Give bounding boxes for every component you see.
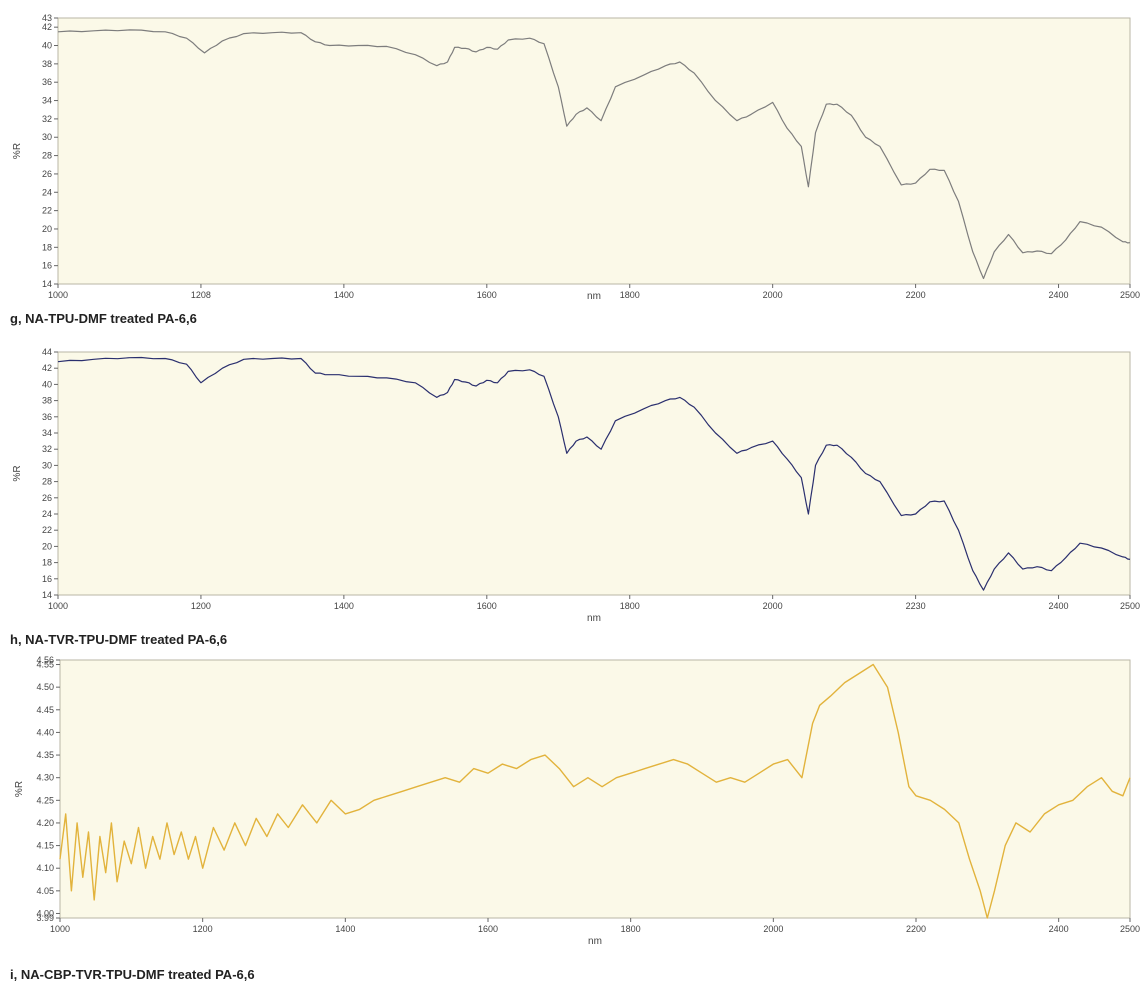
chart-i-svg: 3.994.00 4.05 4.10 4.15 4.20 4.25 4.30 4.35 4.40…	[14, 655, 1140, 947]
chart-g-y-tick-label: 22	[42, 206, 52, 216]
chart-i-x-tick-label: 2400	[1049, 924, 1069, 934]
chart-h-caption: h, NA-TVR-TPU-DMF treated PA-6,6	[10, 632, 228, 647]
chart-i-y-tick-label: 4.50	[36, 682, 54, 692]
chart-h-x-tick-label: 2230	[906, 601, 926, 611]
chart-g-y-tick-label: 26	[42, 169, 52, 179]
chart-g-x-axis-title: nm	[587, 291, 601, 302]
chart-g-x-tick-label: 2500	[1120, 290, 1140, 300]
chart-i-x-tick-label: 2500	[1120, 924, 1140, 934]
chart-g-x-tick-label: 2400	[1049, 290, 1069, 300]
chart-i-x-axis-title: nm	[588, 936, 602, 947]
chart-h-y-tick-label: 34	[42, 428, 52, 438]
chart-g-y-tick-label: 34	[42, 96, 52, 106]
chart-h-x-tick-label: 2500	[1120, 601, 1140, 611]
chart-i-y-tick-label: 4.00	[36, 908, 54, 918]
chart-h-y-tick-label: 44	[42, 347, 52, 357]
chart-h-y-tick-label: 22	[42, 525, 52, 535]
chart-g-x-tick-label: 1000	[48, 290, 68, 300]
chart-h-y-tick-label: 26	[42, 493, 52, 503]
chart-h-y-tick-label: 32	[42, 444, 52, 454]
chart-i-y-tick-label: 4.05	[36, 886, 54, 896]
chart-h-y-axis-title: %R	[12, 465, 23, 481]
chart-i-caption: i, NA-CBP-TVR-TPU-DMF treated PA-6,6	[10, 967, 255, 982]
chart-h-x-tick-label: 1400	[334, 601, 354, 611]
chart-i-y-tick-label: 4.30	[36, 773, 54, 783]
chart-g-x-tick-label: 2000	[763, 290, 783, 300]
chart-panel-h: 14 16 18 20 22 24 26 28 30 32 34 36 38 40 42 44 1000 1200…	[0, 334, 1145, 654]
chart-i-x-tick-label: 1000	[50, 924, 70, 934]
chart-g-y-tick-label: 18	[42, 242, 52, 252]
chart-h-frame	[57, 351, 1131, 596]
chart-g-x-tick-label: 1800	[620, 290, 640, 300]
chart-g-y-tick-label: 32	[42, 114, 52, 124]
chart-g-y-tick-label: 20	[42, 224, 52, 234]
chart-g-plot-area	[58, 18, 1130, 284]
chart-h-plot-area	[58, 352, 1130, 595]
chart-i-frame	[59, 659, 1131, 919]
chart-i-plot-area	[60, 660, 1130, 918]
chart-h-y-tick-label: 42	[42, 363, 52, 373]
chart-i-x-tick-label: 1200	[193, 924, 213, 934]
chart-h-y-tick-label: 36	[42, 412, 52, 422]
chart-i-y-axis-title: %R	[14, 781, 25, 797]
chart-g-y-tick-label: 42	[42, 22, 52, 32]
chart-g-series-line	[57, 29, 1131, 280]
chart-i-y-tick-label: 4.20	[36, 818, 54, 828]
chart-i-x-tick-label: 1600	[478, 924, 498, 934]
chart-panel-g: 14 16 18 20 22 24 26 28 30 32 34 36 38 40 42 43 1000 1208…	[0, 0, 1145, 334]
chart-g-y-tick-label: 36	[42, 77, 52, 87]
chart-h-x-tick-label: 2400	[1049, 601, 1069, 611]
chart-h-y-tick-label: 40	[42, 379, 52, 389]
chart-g-x-tick-label: 1400	[334, 290, 354, 300]
chart-i-y-tick-label: 4.56	[36, 655, 54, 665]
chart-h-y-tick-label: 24	[42, 509, 52, 519]
chart-g-y-axis-title: %R	[12, 143, 23, 159]
chart-i-y-tick-label: 4.25	[36, 795, 54, 805]
chart-h-y-tick-label: 30	[42, 460, 52, 470]
chart-h-x-tick-label: 1200	[191, 601, 211, 611]
chart-h-x-axis-title: nm	[587, 613, 601, 624]
chart-g-y-tick-label: 16	[42, 261, 52, 271]
chart-g-caption: g, NA-TPU-DMF treated PA-6,6	[10, 311, 197, 326]
chart-i-y-tick-label: 4.15	[36, 841, 54, 851]
chart-i-y-tick-label: 4.35	[36, 750, 54, 760]
chart-h-y-tick-label: 20	[42, 541, 52, 551]
chart-g-y-tick-label: 24	[42, 187, 52, 197]
chart-h-x-tick-label: 1600	[477, 601, 497, 611]
chart-g-x-tick-label: 1208	[191, 290, 211, 300]
chart-h-y-tick-label: 28	[42, 477, 52, 487]
chart-i-series-line	[59, 663, 1131, 919]
chart-g-frame	[57, 17, 1131, 285]
chart-h-x-tick-label: 2000	[763, 601, 783, 611]
chart-g-x-tick-label: 2200	[906, 290, 926, 300]
chart-h-svg: 14 16 18 20 22 24 26 28 30 32 34 36 38 40 42 44 1000 1200…	[12, 347, 1140, 624]
chart-i-x-tick-label: 2000	[763, 924, 783, 934]
chart-h-y-tick-label: 18	[42, 558, 52, 568]
chart-h-x-tick-label: 1800	[620, 601, 640, 611]
chart-h-y-tick-label: 14	[42, 590, 52, 600]
chart-i-y-tick-label: 4.40	[36, 727, 54, 737]
chart-g-y-tick-label: 30	[42, 132, 52, 142]
chart-i-x-tick-label: 1400	[335, 924, 355, 934]
chart-g-y-tick-label: 14	[42, 279, 52, 289]
chart-i-y-tick-label: 4.45	[36, 705, 54, 715]
chart-g-y-tick-label: 40	[42, 41, 52, 51]
chart-g-y-tick-label: 28	[42, 151, 52, 161]
chart-h-y-tick-label: 38	[42, 396, 52, 406]
chart-g-y-tick-label: 38	[42, 59, 52, 69]
chart-i-x-tick-label: 1800	[621, 924, 641, 934]
chart-panel-i: 3.99 4.00 4.05 4.10 4.15 4.20 4.25 4.30 4.35 4.40…	[0, 654, 1145, 991]
chart-i-y-tick-label: 4.10	[36, 863, 54, 873]
chart-h-series-line	[57, 356, 1131, 591]
chart-i-y-tick-label: 4.55	[36, 660, 54, 670]
chart-i-x-tick-label: 2200	[906, 924, 926, 934]
chart-i-y-tick-label: 3.99	[36, 913, 54, 923]
chart-g-x-tick-label: 1600	[477, 290, 497, 300]
chart-h-x-tick-label: 1000	[48, 601, 68, 611]
chart-h-y-tick-label: 16	[42, 574, 52, 584]
chart-g-y-tick-label: 43	[42, 13, 52, 23]
